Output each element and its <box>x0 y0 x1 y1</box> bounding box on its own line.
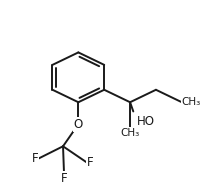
Text: O: O <box>74 118 83 131</box>
Text: F: F <box>61 172 67 185</box>
Text: HO: HO <box>137 115 155 128</box>
Text: CH₃: CH₃ <box>182 97 201 107</box>
Text: CH₃: CH₃ <box>121 128 140 138</box>
Text: F: F <box>31 152 38 165</box>
Text: F: F <box>87 156 94 169</box>
